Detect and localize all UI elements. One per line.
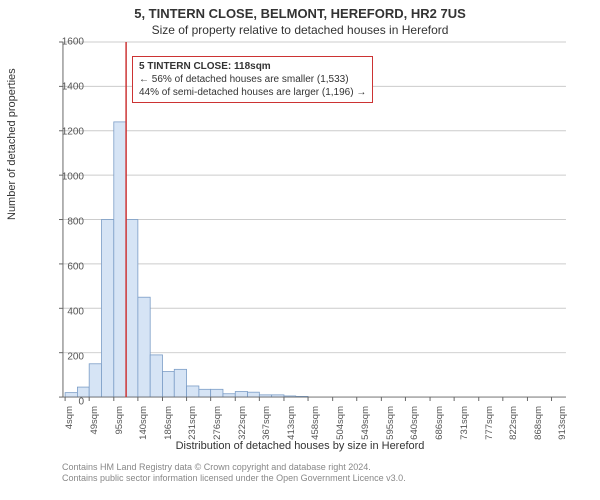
y-tick-label: 200: [44, 352, 84, 363]
page-title: 5, TINTERN CLOSE, BELMONT, HEREFORD, HR2…: [0, 0, 600, 21]
chart-area: 5 TINTERN CLOSE: 118sqm ← 56% of detache…: [62, 42, 572, 402]
y-tick-label: 1000: [44, 172, 84, 183]
info-box-line-smaller: ← 56% of detached houses are smaller (1,…: [139, 73, 366, 86]
page-root: 5, TINTERN CLOSE, BELMONT, HEREFORD, HR2…: [0, 0, 600, 500]
y-tick-label: 1600: [44, 37, 84, 48]
marker-info-box: 5 TINTERN CLOSE: 118sqm ← 56% of detache…: [132, 56, 373, 103]
y-tick-label: 800: [44, 217, 84, 228]
y-tick-label: 1400: [44, 82, 84, 93]
footer-line-1: Contains HM Land Registry data © Crown c…: [62, 462, 406, 473]
y-tick-label: 400: [44, 307, 84, 318]
y-tick-label: 600: [44, 262, 84, 273]
y-tick-label: 1200: [44, 127, 84, 138]
y-axis-label: Number of detached properties: [6, 68, 18, 220]
footer-line-2: Contains public sector information licen…: [62, 473, 406, 484]
info-box-title: 5 TINTERN CLOSE: 118sqm: [139, 60, 366, 73]
footer-attribution: Contains HM Land Registry data © Crown c…: [62, 462, 406, 485]
page-subtitle: Size of property relative to detached ho…: [0, 21, 600, 37]
info-box-line-larger: 44% of semi-detached houses are larger (…: [139, 86, 366, 99]
x-axis-label: Distribution of detached houses by size …: [0, 440, 600, 452]
